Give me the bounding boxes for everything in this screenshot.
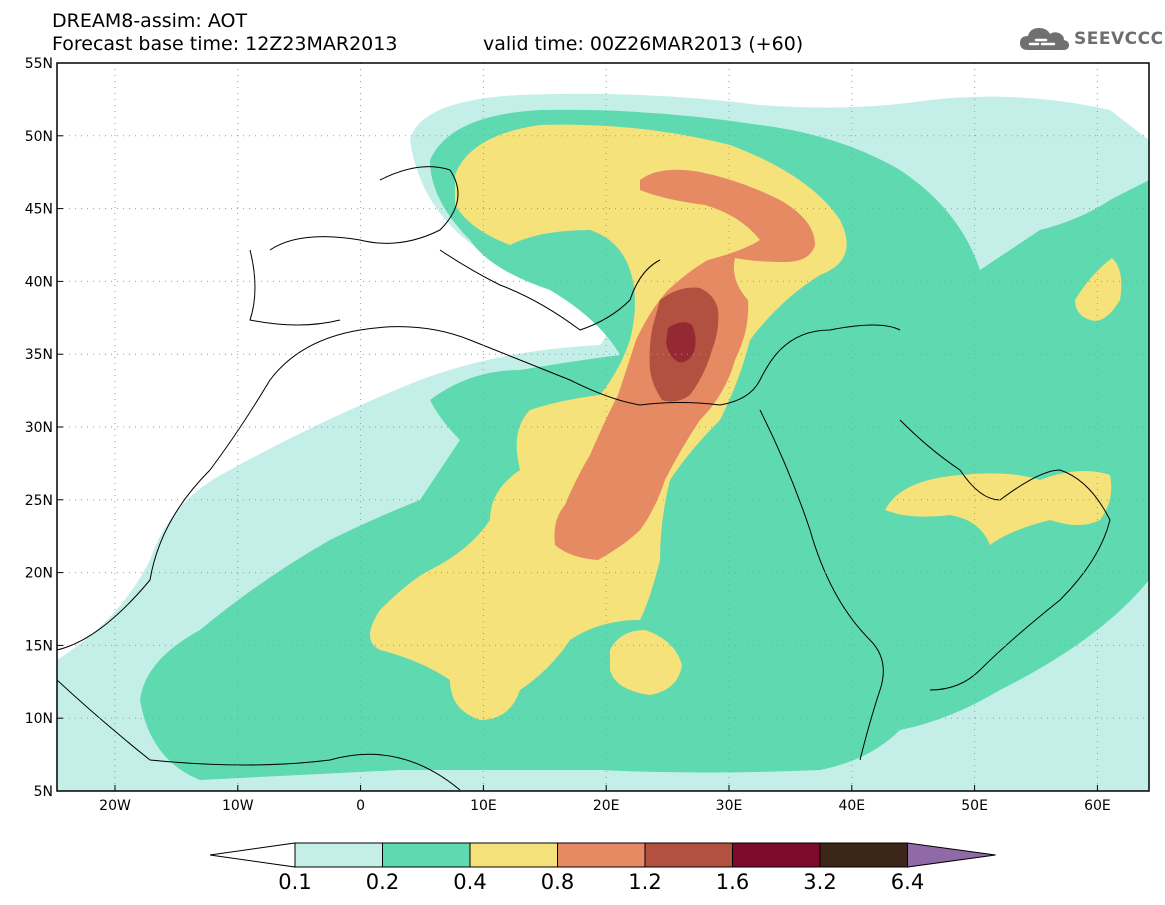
- lat-label-30N: 30N: [25, 420, 53, 436]
- lat-label-20N: 20N: [25, 566, 53, 582]
- seevccc-logo: SEEVCCC: [1018, 24, 1164, 54]
- valid-time: valid time: 00Z26MAR2013 (+60): [483, 33, 804, 55]
- lon-label-20W: 20W: [99, 798, 131, 814]
- colorbar-label-6.4: 6.4: [891, 870, 924, 894]
- axis-labels: 55N 50N 45N 40N 35N 30N 25N 20N 15N 10N 5N 20W 10W 0 1…: [25, 56, 1111, 814]
- lon-label-30E: 30E: [716, 798, 743, 814]
- colorbar-label-1.2: 1.2: [628, 870, 661, 894]
- colorbar-swatch: [732, 842, 821, 868]
- lon-label-60E: 60E: [1084, 798, 1111, 814]
- lat-label-40N: 40N: [25, 274, 53, 290]
- lat-label-15N: 15N: [25, 638, 53, 654]
- lat-label-45N: 45N: [25, 202, 53, 218]
- logo-text: SEEVCCC: [1074, 29, 1164, 49]
- cloud-icon: [1020, 28, 1069, 50]
- aot-band-0.4-iran: [1075, 258, 1122, 321]
- colorbar-label-0.8: 0.8: [541, 870, 574, 894]
- lon-label-20E: 20E: [593, 798, 620, 814]
- grid-lines: [57, 63, 1149, 791]
- lon-label-40E: 40E: [838, 798, 865, 814]
- colorbar-label-3.2: 3.2: [803, 870, 836, 894]
- colorbar-min-arrow: [209, 842, 296, 868]
- lat-label-55N: 55N: [25, 56, 53, 72]
- lon-label-10W: 10W: [222, 798, 254, 814]
- lat-label-5N: 5N: [34, 784, 53, 800]
- coastlines: [57, 166, 1111, 791]
- colorbar-swatch: [294, 842, 383, 868]
- lat-label-35N: 35N: [25, 347, 53, 363]
- colorbar-label-1.6: 1.6: [716, 870, 749, 894]
- colorbar-swatch: [644, 842, 733, 868]
- colorbar-swatch: [557, 842, 646, 868]
- colorbar-max-arrow: [907, 842, 996, 868]
- aot-band-1.6: [666, 322, 696, 363]
- lon-label-0: 0: [356, 798, 365, 814]
- colorbar-swatch: [819, 842, 908, 868]
- lon-label-10E: 10E: [470, 798, 497, 814]
- colorbar-swatch: [469, 842, 558, 868]
- forecast-base-time: Forecast base time: 12Z23MAR2013: [52, 33, 398, 55]
- aot-band-0.4-chad: [610, 630, 682, 695]
- colorbar-label-0.4: 0.4: [453, 870, 486, 894]
- colorbar-label-0.1: 0.1: [278, 870, 311, 894]
- lon-label-50E: 50E: [961, 798, 988, 814]
- lat-label-25N: 25N: [25, 493, 53, 509]
- aot-band-0.4-arabia: [885, 471, 1112, 545]
- colorbar-label-0.2: 0.2: [366, 870, 399, 894]
- colorbar-swatch: [382, 842, 471, 868]
- colorbar: 0.1 0.2 0.4 0.8 1.2 1.6 3.2 6.4: [209, 842, 996, 894]
- lat-label-50N: 50N: [25, 129, 53, 145]
- map-title: DREAM8-assim: AOT: [52, 10, 248, 32]
- lat-label-10N: 10N: [25, 711, 53, 727]
